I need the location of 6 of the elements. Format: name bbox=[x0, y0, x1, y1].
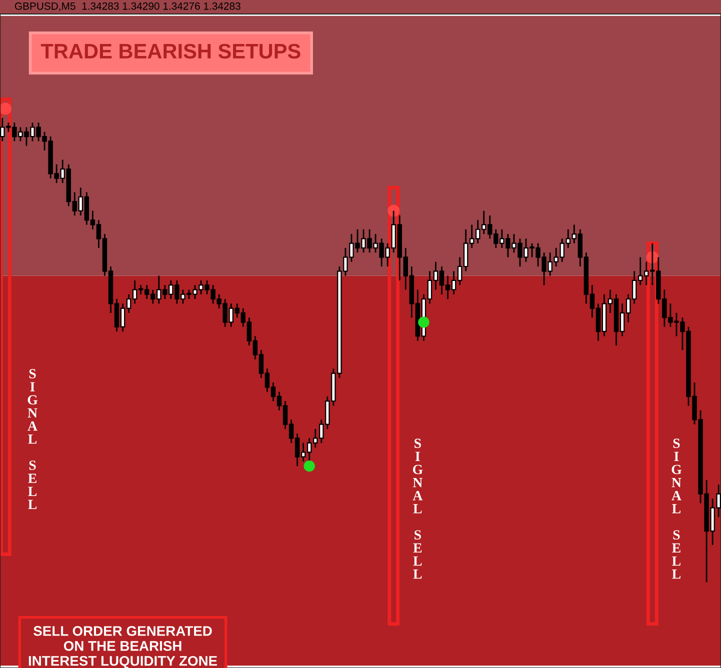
chart-title: GBPUSD,M5 1.34283 1.34290 1.34276 1.34283 bbox=[14, 2, 240, 12]
text: SELL ORDER GENERATED ON THE BEARISH INTEREST LUQUIDITY ZONE bbox=[28, 626, 218, 668]
chart-subtitle: TRADE BEARISH SETUPS bbox=[40, 44, 300, 59]
text: SIGNAL SELL bbox=[672, 438, 682, 579]
text: SIGNAL SELL bbox=[412, 438, 423, 579]
text: SIGNAL SELL bbox=[28, 369, 38, 510]
